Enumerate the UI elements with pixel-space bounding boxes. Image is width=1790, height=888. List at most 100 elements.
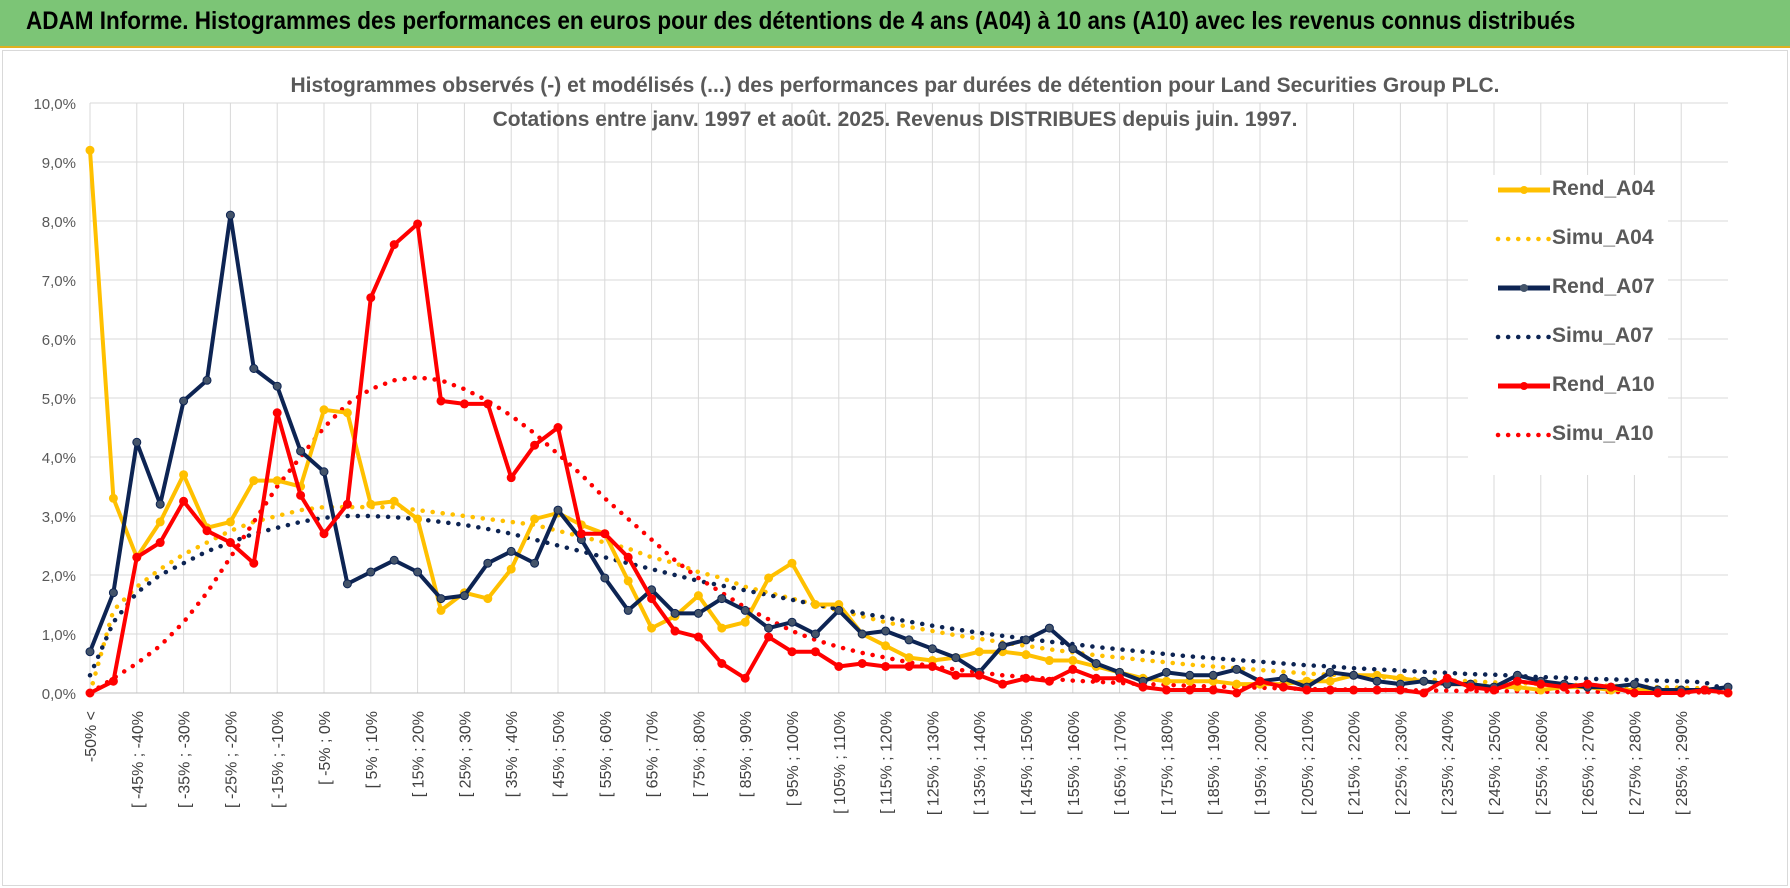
data-point [483,558,493,568]
x-tick-label: [ -15% ; -10% [270,711,287,808]
report-banner: ADAM Informe. Histogrammes des performan… [0,0,1790,48]
x-tick-label: [ 5% ; 10% [364,711,381,788]
data-point [904,653,914,663]
data-point [483,399,493,409]
data-point [717,594,727,604]
data-point [1325,676,1335,686]
legend-swatch [1498,186,1550,194]
data-point [927,661,937,671]
legend-label: Simu_A07 [1552,324,1654,347]
x-tick-label: [ 155% ; 160% [1066,711,1083,815]
data-point [108,493,118,503]
x-tick-label: [ 145% ; 150% [1019,711,1036,815]
data-point [1068,656,1078,666]
data-point [108,676,118,686]
data-point [1161,667,1171,677]
legend-item: Simu_A07 [1468,322,1668,352]
data-point [319,405,329,415]
data-point [1232,664,1242,674]
data-point [506,546,516,556]
x-tick-label: [ -45% ; -40% [130,711,147,808]
y-tick-label: 4,0% [42,450,76,467]
x-tick-label: [ 125% ; 130% [925,711,942,815]
data-point [1419,688,1429,698]
x-tick-label: [ 35% ; 40% [504,711,521,797]
x-tick-label: [ 235% ; 240% [1440,711,1457,815]
report-title: ADAM Informe. Histogrammes des performan… [26,7,1576,35]
data-point [1208,670,1218,680]
x-tick-label: [ 85% ; 90% [738,711,755,797]
data-point [1536,679,1546,689]
x-tick-label: [ 225% ; 230% [1393,711,1410,815]
x-tick-label: [ -5% ; 0% [317,711,334,785]
data-point [319,467,329,477]
data-point [459,591,469,601]
data-point [155,499,165,509]
data-point [1700,685,1710,695]
data-point [342,408,352,418]
x-tick-label: [ 115% ; 120% [879,711,896,814]
y-tick-label: 5,0% [42,391,76,408]
x-tick-label: [ 275% ; 280% [1627,711,1644,815]
data-point [1091,673,1101,683]
data-point [366,499,376,509]
data-point [1302,685,1312,695]
data-point [787,558,797,568]
data-point [974,647,984,657]
x-tick-label: [ 255% ; 260% [1534,711,1551,815]
data-point [1091,659,1101,668]
data-point [647,594,657,604]
data-point [225,210,235,220]
data-point [1278,673,1288,683]
x-tick-label: [ 75% ; 80% [691,711,708,797]
y-tick-label: 10,0% [33,96,76,113]
data-point [132,552,142,562]
data-point [506,564,516,574]
data-point [1185,670,1195,680]
data-point [85,145,95,155]
data-point [1349,685,1359,695]
legend-swatch [1498,382,1550,390]
x-tick-label: [ 205% ; 210% [1300,711,1317,815]
data-point [787,647,797,657]
data-point [366,293,376,303]
chart-frame [2,50,1788,886]
data-point [413,514,423,524]
x-tick-label: [ 105% ; 110% [832,711,849,814]
data-point [1676,688,1686,698]
data-point [881,641,891,651]
data-point [1068,664,1078,674]
x-tick-label: [ 175% ; 180% [1159,711,1176,815]
data-point [810,600,820,609]
legend-swatch [1495,334,1553,340]
data-point [810,647,820,657]
data-point [764,573,774,583]
legend-label: Rend_A07 [1552,275,1655,298]
data-point [1021,650,1031,660]
y-tick-label: 7,0% [42,273,76,290]
data-point [693,591,703,601]
x-tick-label: [ 15% ; 20% [411,711,428,797]
data-point [319,529,329,539]
data-point [413,567,423,577]
data-point [202,375,212,385]
data-point [1442,673,1452,683]
data-point [740,673,750,683]
x-tick-label: [ 135% ; 140% [972,711,989,815]
data-point [1138,682,1148,692]
data-point [1232,688,1242,698]
data-point [85,647,95,657]
x-tick-label: [ 195% ; 200% [1253,711,1270,815]
legend-item: Rend_A07 [1468,273,1668,303]
data-point [1606,682,1616,692]
legend-item: Rend_A10 [1468,371,1668,401]
data-point [436,594,446,604]
data-point [1115,673,1125,683]
data-point [670,608,680,618]
data-point [951,670,961,680]
x-tick-label: [ 285% ; 290% [1674,711,1691,815]
data-point [506,473,516,483]
data-point [857,629,867,639]
data-point [1021,673,1031,683]
